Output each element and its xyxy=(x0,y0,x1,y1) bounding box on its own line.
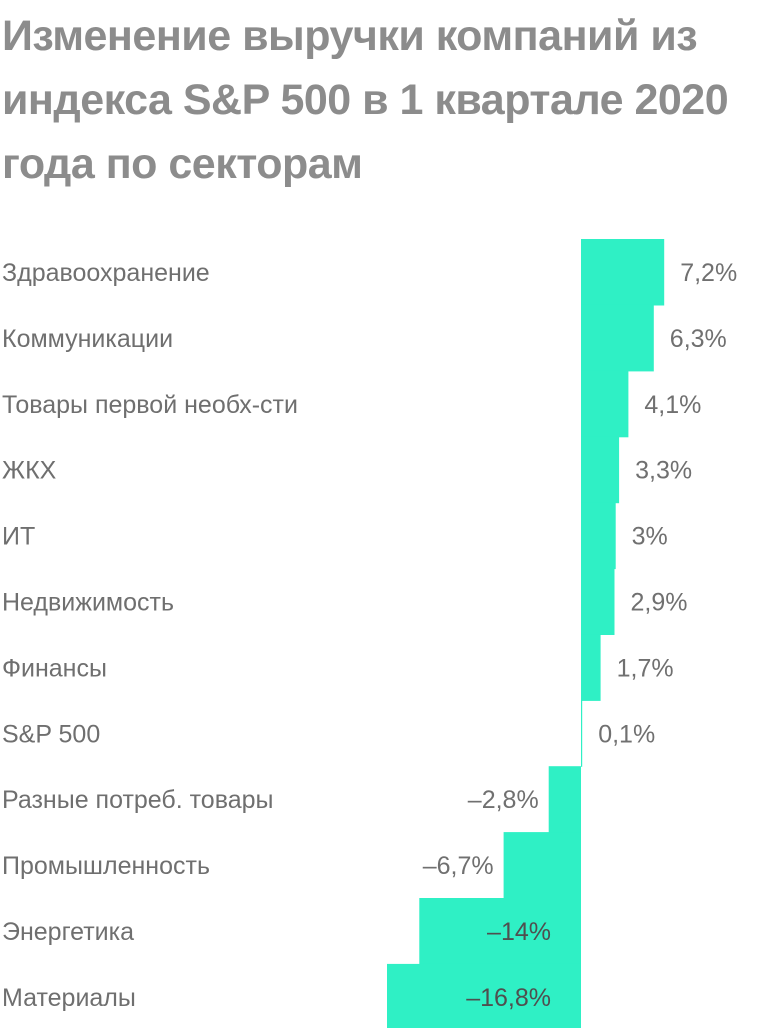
bar-промышленность xyxy=(503,832,581,899)
category-label: Энергетика xyxy=(2,918,134,946)
bar-финансы xyxy=(581,634,601,701)
value-label: –2,8% xyxy=(468,786,539,814)
value-labels: 7,2% 6,3% 4,1% 3,3% 3% 2,9% 1,7% 0,1% –2,8% –6,7%… xyxy=(423,259,737,1012)
value-label: 3% xyxy=(632,523,668,551)
category-label: Финансы xyxy=(2,654,107,682)
value-label: –14% xyxy=(487,918,551,946)
bar-жкх xyxy=(581,436,620,504)
value-label: –16,8% xyxy=(466,984,551,1012)
category-label: S&P 500 xyxy=(2,720,100,748)
category-label: Недвижимость xyxy=(2,589,174,617)
category-label: Промышленность xyxy=(2,852,210,880)
value-label: 1,7% xyxy=(617,654,674,682)
value-label: 3,3% xyxy=(635,457,692,485)
category-label: Здравоохранение xyxy=(2,259,210,287)
category-label: Товары первой необх-сти xyxy=(2,391,298,419)
bar-разные-потреб-товары xyxy=(548,766,581,833)
bar-энергетика xyxy=(419,898,581,965)
bar-ит xyxy=(581,502,616,570)
bar-коммуникации xyxy=(581,304,654,372)
value-label: –6,7% xyxy=(423,852,494,880)
category-label: Материалы xyxy=(2,984,136,1012)
chart-title: Изменение выручки компаний из индекса S&… xyxy=(2,12,729,188)
category-labels: Здравоохранение Коммуникации Товары первой… xyxy=(2,259,298,1012)
value-label: 7,2% xyxy=(680,259,737,287)
value-label: 0,1% xyxy=(598,720,655,748)
bars-layer xyxy=(387,239,665,1028)
bar-товары-первой-необх-сти xyxy=(581,370,629,438)
bar-недвижимость xyxy=(581,568,615,635)
category-label: Разные потреб. товары xyxy=(2,786,273,814)
value-label: 6,3% xyxy=(670,325,727,353)
bar-здравоохранение xyxy=(581,239,665,306)
category-label: ЖКХ xyxy=(2,457,57,485)
bar-s-p-500 xyxy=(581,700,583,767)
category-label: ИТ xyxy=(2,523,35,551)
bar-материалы xyxy=(387,963,581,1028)
category-label: Коммуникации xyxy=(2,325,173,353)
value-label: 4,1% xyxy=(644,391,701,419)
value-label: 2,9% xyxy=(631,589,688,617)
